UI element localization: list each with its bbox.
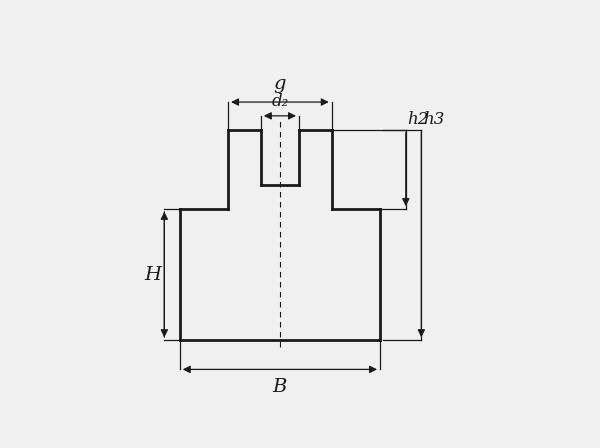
Text: g: g [274, 75, 286, 94]
Text: h2: h2 [407, 111, 429, 128]
Text: d₂: d₂ [271, 93, 289, 110]
Text: h3: h3 [423, 111, 445, 128]
Text: B: B [273, 378, 287, 396]
Text: H: H [144, 266, 161, 284]
